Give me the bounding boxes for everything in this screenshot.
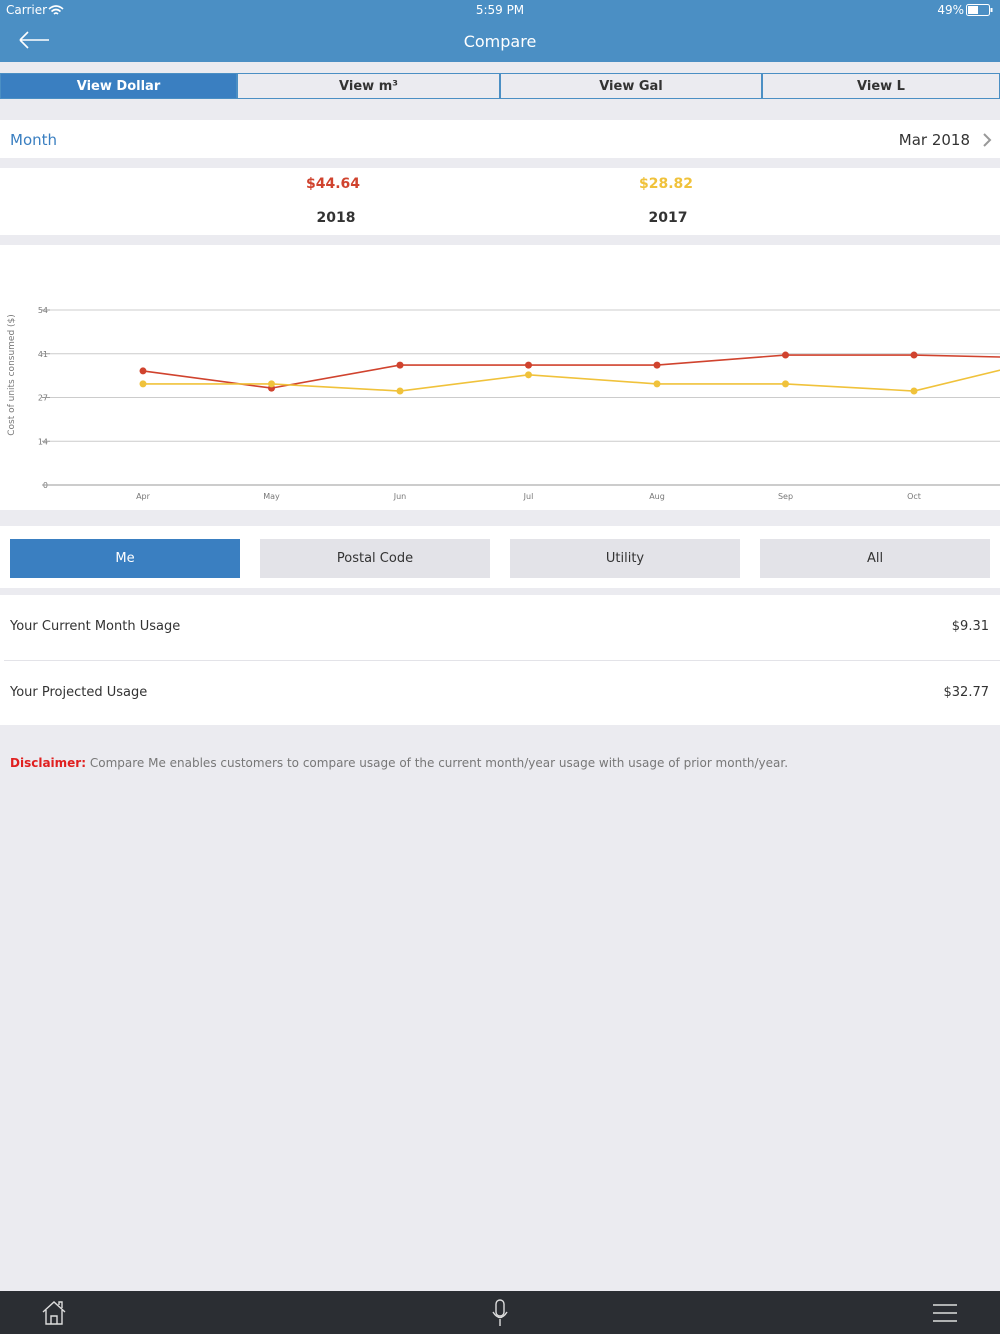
tab[interactable]: View Gal bbox=[500, 73, 762, 99]
bottom-bar bbox=[0, 1291, 1000, 1334]
data-point bbox=[782, 351, 789, 359]
filter-button[interactable]: Postal Code bbox=[260, 539, 490, 578]
x-tick-label: Aug bbox=[649, 492, 665, 501]
summary-year: 2017 bbox=[648, 210, 688, 226]
filter-button[interactable]: Utility bbox=[510, 539, 740, 578]
header: Carrier 5:59 PM 49% Compare bbox=[0, 0, 1000, 62]
data-point bbox=[910, 351, 918, 359]
usage-value: $32.77 bbox=[943, 685, 990, 700]
disclaimer: Disclaimer: Compare Me enables customers… bbox=[10, 756, 788, 770]
period-label: Month bbox=[10, 131, 58, 149]
x-tick-label: Jun bbox=[393, 492, 407, 501]
x-tick-label: Oct bbox=[907, 492, 921, 501]
summary-amount: $44.64 bbox=[305, 176, 361, 192]
back-button[interactable] bbox=[18, 30, 50, 50]
filter-button[interactable]: Me bbox=[10, 539, 240, 578]
tab[interactable]: View L bbox=[762, 73, 1000, 99]
divider bbox=[4, 660, 1000, 661]
filter-button[interactable]: All bbox=[760, 539, 990, 578]
y-axis-label: Cost of units consumed ($) bbox=[7, 314, 17, 436]
wifi-icon bbox=[48, 5, 64, 15]
tab[interactable]: View m³ bbox=[237, 73, 500, 99]
series-line bbox=[142, 354, 1000, 389]
usage-label: Your Projected Usage bbox=[10, 685, 148, 700]
summary: $44.64 2018 $28.82 2017 bbox=[0, 168, 1000, 235]
data-point bbox=[396, 387, 404, 395]
period-row[interactable]: Month Mar 2018 bbox=[0, 120, 1000, 158]
period-value: Mar 2018 bbox=[898, 131, 970, 149]
summary-amount: $28.82 bbox=[638, 176, 694, 192]
data-point bbox=[653, 361, 661, 369]
menu-button[interactable] bbox=[932, 1303, 958, 1325]
usage-value: $9.31 bbox=[951, 619, 989, 634]
battery-icon bbox=[966, 4, 993, 16]
x-tick-label: Jul bbox=[523, 492, 534, 501]
usage-label: Your Current Month Usage bbox=[10, 619, 181, 634]
data-point bbox=[525, 371, 532, 379]
series-line bbox=[143, 369, 1000, 392]
x-tick-label: Sep bbox=[778, 492, 793, 501]
data-point bbox=[139, 367, 147, 375]
data-point bbox=[139, 380, 147, 388]
chart: Cost of units consumed ($) 014274154AprM… bbox=[7, 306, 1000, 501]
carrier: Carrier bbox=[6, 3, 48, 17]
chevron bbox=[983, 133, 992, 147]
data-point bbox=[525, 361, 532, 369]
data-point bbox=[268, 380, 275, 388]
x-tick-label: May bbox=[263, 492, 280, 501]
data-point bbox=[910, 387, 918, 395]
time: 5:59 PM bbox=[475, 3, 525, 17]
chart-panel: Cost of units consumed ($) 014274154AprM… bbox=[0, 245, 1000, 510]
tab[interactable]: View Dollar bbox=[0, 73, 237, 99]
data-point bbox=[396, 361, 404, 369]
data-point bbox=[653, 380, 661, 388]
plot-area bbox=[139, 351, 1000, 395]
mic-button[interactable] bbox=[490, 1299, 510, 1329]
disclaimer-label: Disclaimer: bbox=[10, 756, 87, 770]
disclaimer-text: Compare Me enables customers to compare … bbox=[89, 756, 789, 770]
data-point bbox=[782, 380, 789, 388]
home-button[interactable] bbox=[40, 1299, 68, 1327]
battery-level: 49% bbox=[937, 3, 964, 17]
usage-panel bbox=[0, 595, 1000, 725]
summary-year: 2018 bbox=[316, 210, 356, 226]
nav-title: Compare bbox=[463, 32, 537, 51]
x-tick-label: Apr bbox=[136, 492, 151, 501]
